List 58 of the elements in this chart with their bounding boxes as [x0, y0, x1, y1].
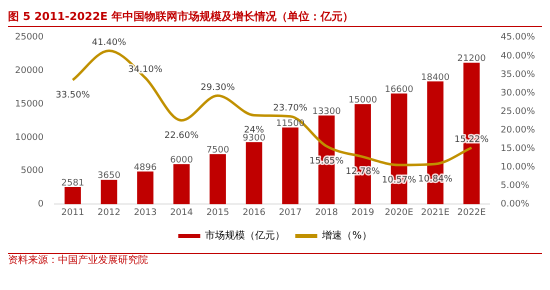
- x-tick-label: 2019: [351, 208, 375, 218]
- y2-tick-label: 25.00%: [500, 106, 536, 117]
- data-label: 41.40%: [92, 38, 127, 48]
- data-label: 33.50%: [56, 90, 90, 100]
- bar: [64, 186, 81, 204]
- y2-tick-label: 30.00%: [500, 88, 536, 98]
- y2-tick-label: 10.00%: [500, 162, 536, 172]
- data-label: 18400: [420, 72, 450, 83]
- y2-tick-label: 15.00%: [500, 144, 536, 154]
- data-label: 7500: [206, 146, 230, 156]
- y2-tick-label: 20.00%: [500, 125, 536, 136]
- data-label: 2581: [61, 178, 84, 188]
- x-tick-label: 2011: [61, 208, 84, 218]
- x-tick-label: 2018: [315, 208, 338, 218]
- y2-tick-label: 45.00%: [500, 32, 536, 43]
- data-label: 10.84%: [418, 174, 453, 184]
- x-tick-label: 2017: [278, 208, 302, 218]
- x-tick-label: 2022E: [457, 208, 486, 218]
- y2-tick-label: 5.00%: [500, 181, 530, 192]
- data-label: 4896: [134, 162, 157, 173]
- y2-tick-label: 40.00%: [500, 51, 536, 62]
- data-label: 6000: [170, 156, 194, 166]
- y-tick-label: 25000: [14, 32, 44, 43]
- x-tick-label: 2020E: [384, 208, 414, 218]
- x-tick-label: 2013: [134, 208, 157, 218]
- data-label: 9300: [242, 133, 266, 144]
- x-tick-label: 2015: [206, 208, 230, 218]
- y-tick-label: 20000: [14, 66, 44, 76]
- data-label: 21200: [457, 54, 486, 64]
- data-label: 23.70%: [273, 104, 308, 114]
- x-tick-label: 2012: [98, 208, 120, 218]
- legend-label: 市场规模（亿元）: [205, 230, 286, 242]
- chart-title: 图 5 2011-2022E 年中国物联网市场规模及增长情况（单位：亿元）: [8, 9, 354, 25]
- text: 资料来源：中国产业发展研究院: [8, 254, 149, 268]
- legend-label: 增速（%）: [321, 230, 372, 242]
- y2-tick-label: 0.00%: [500, 200, 530, 210]
- data-label: 22.60%: [164, 130, 200, 141]
- bar: [282, 127, 298, 204]
- y-tick-label: 0: [38, 200, 44, 210]
- x-tick-label: 2014: [170, 208, 194, 218]
- data-label: 11500: [276, 118, 305, 129]
- bar: [100, 180, 118, 204]
- data-label: 15000: [348, 95, 378, 106]
- bar: [210, 154, 226, 204]
- y-tick-label: 10000: [14, 132, 44, 143]
- data-label: 12.78%: [346, 167, 380, 178]
- bar: [246, 142, 262, 204]
- y-tick-label: 5000: [20, 166, 44, 176]
- x-tick-label: 2021E: [421, 208, 450, 218]
- y2-tick-label: 35.00%: [500, 70, 536, 80]
- x-tick-label: 2016: [242, 208, 266, 218]
- bar: [173, 164, 190, 204]
- bar: [137, 172, 154, 204]
- data-label: 3650: [98, 171, 121, 182]
- data-label: 29.30%: [200, 82, 236, 93]
- data-label: 16600: [384, 84, 414, 95]
- y-tick-label: 15000: [14, 99, 44, 110]
- data-label: 13300: [312, 106, 342, 117]
